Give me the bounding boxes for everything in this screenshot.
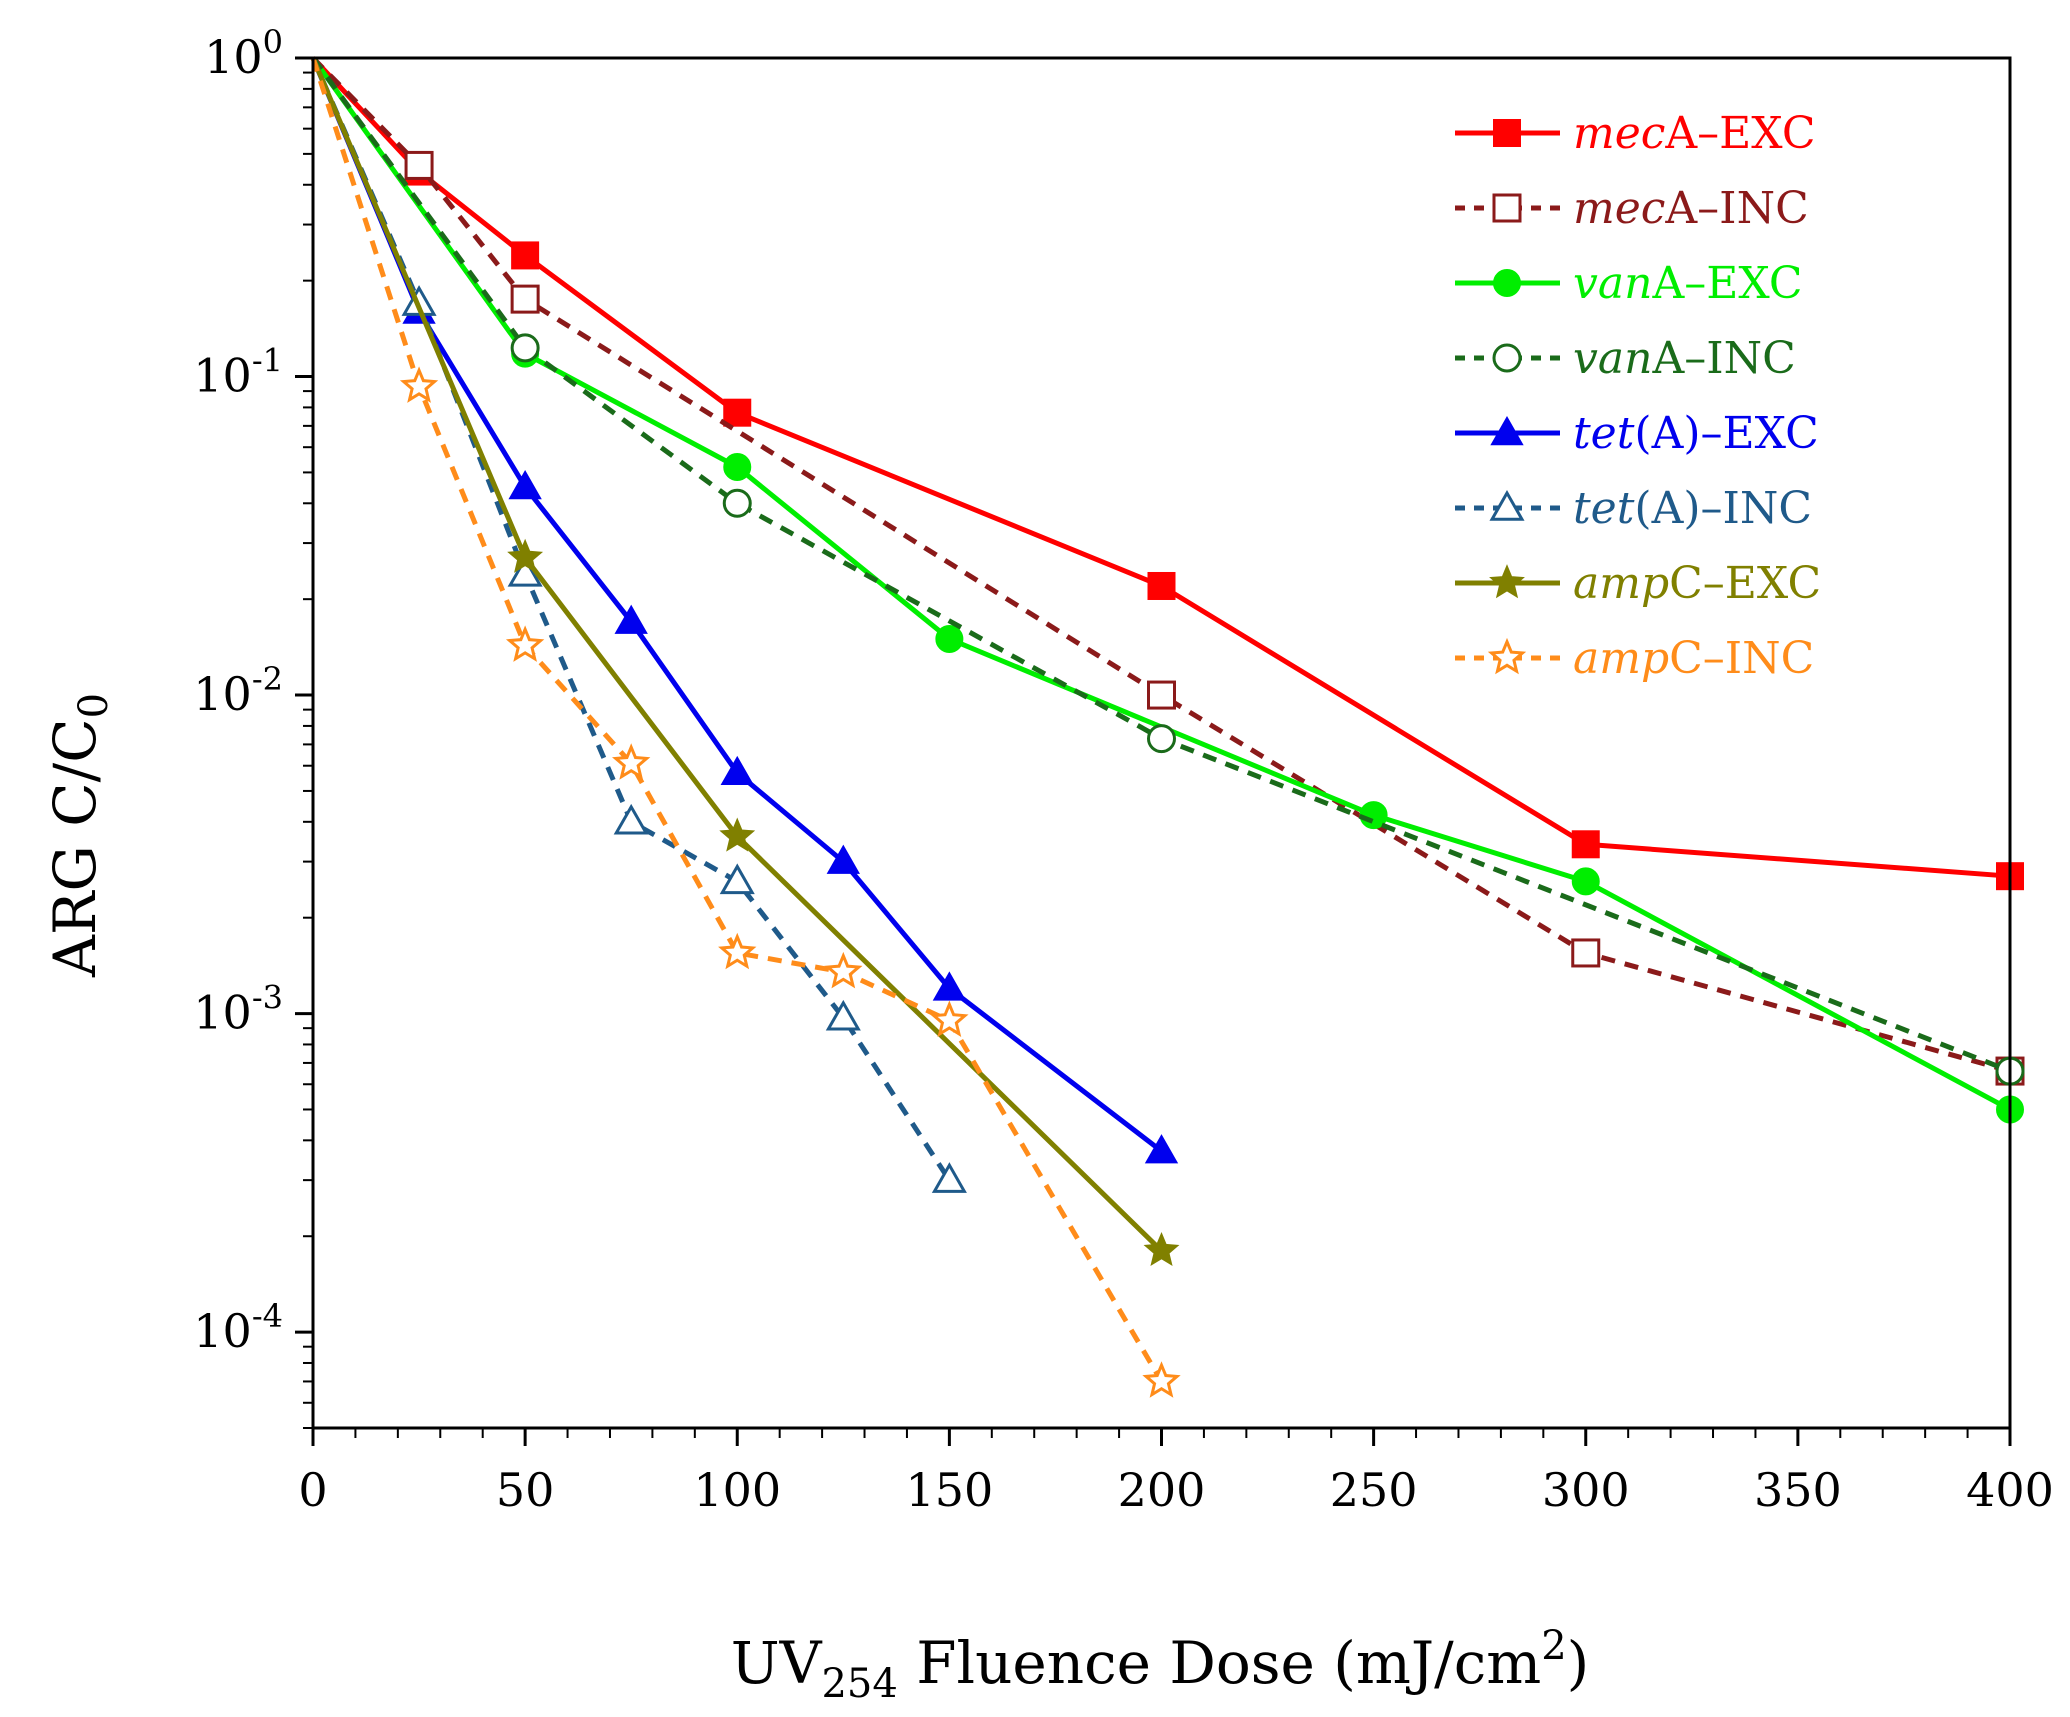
y-tick-label: 10-4 — [193, 1297, 283, 1358]
x-tick-label: 350 — [1754, 1463, 1842, 1517]
y-axis-title: ARG C/C0 — [41, 693, 117, 978]
data-point — [720, 755, 754, 786]
legend-label: ampC–INC — [1573, 633, 1814, 684]
legend-marker — [1489, 564, 1525, 599]
x-tick-label: 50 — [496, 1463, 555, 1517]
data-point — [507, 538, 544, 573]
legend-item: vanA–INC — [1455, 333, 1796, 384]
data-point — [1147, 680, 1176, 710]
data-point — [931, 1162, 967, 1193]
legend-item: tet(A)–INC — [1455, 483, 1812, 534]
legend-item: mecA–INC — [1455, 183, 1809, 234]
data-point — [825, 999, 861, 1031]
series-line — [311, 56, 2011, 879]
legend-marker — [1492, 343, 1522, 373]
axis-ticks: 0 50 100 150 200 250 300 350 400 100 10-1 10-2 10-3 1… — [193, 23, 2054, 1517]
series-line — [310, 57, 1164, 1253]
data-point — [1144, 1134, 1179, 1164]
x-tick-label: 300 — [1542, 1463, 1630, 1517]
legend-marker — [1492, 193, 1522, 223]
x-tick-label: 100 — [693, 1463, 781, 1517]
legend-item: vanA–EXC — [1455, 258, 1803, 309]
data-point — [718, 932, 757, 970]
data-point — [719, 817, 756, 852]
x-tick-label: 250 — [1330, 1463, 1418, 1517]
data-point — [826, 844, 860, 874]
data-point — [723, 398, 752, 427]
y-tick-label: 100 — [204, 23, 283, 84]
data-point — [719, 863, 755, 895]
data-point — [612, 743, 651, 780]
data-point — [511, 241, 540, 270]
data-point — [510, 333, 540, 363]
legend-marker — [1493, 119, 1521, 147]
legend-item: ampC–EXC — [1455, 558, 1821, 609]
data-point — [1571, 830, 1600, 859]
y-tick-label: 10-2 — [193, 660, 283, 721]
data-point — [722, 488, 752, 518]
legend-label: vanA–INC — [1573, 333, 1796, 384]
series-ampC-EXC — [310, 57, 1180, 1267]
legend-item: tet(A)–EXC — [1455, 408, 1819, 459]
series-ampC-INC — [310, 57, 1181, 1398]
legend-label: tet(A)–EXC — [1573, 408, 1819, 459]
series-tet(A)-EXC — [310, 57, 1179, 1164]
data-point — [1571, 938, 1601, 968]
data-point — [930, 1000, 969, 1037]
legend-marker — [1490, 416, 1524, 446]
legend-item: ampC–INC — [1455, 633, 1814, 684]
legend-label: vanA–EXC — [1573, 258, 1803, 309]
data-point — [1147, 724, 1176, 754]
data-point — [932, 971, 967, 1001]
series-layer — [310, 56, 2025, 1398]
x-tick-label: 150 — [905, 1463, 993, 1517]
series-line — [311, 56, 2011, 1074]
y-tick-label: 10-3 — [193, 979, 283, 1040]
x-tick-label: 200 — [1118, 1463, 1206, 1517]
data-point — [1147, 571, 1176, 600]
data-point — [723, 452, 752, 481]
data-point — [613, 803, 649, 835]
data-point — [1143, 1231, 1180, 1267]
y-tick-label: 10-1 — [193, 342, 283, 403]
x-tick-label: 400 — [1966, 1463, 2054, 1517]
legend-label: mecA–INC — [1573, 183, 1809, 234]
data-point — [404, 150, 434, 180]
data-point — [824, 951, 863, 989]
data-point — [1571, 867, 1600, 896]
legend: mecA–EXC mecA–INC vanA–EXC vanA–INC tet(A)–E… — [1455, 108, 1821, 684]
legend-label: tet(A)–INC — [1573, 483, 1812, 534]
x-tick-label: 0 — [298, 1463, 327, 1517]
data-point — [935, 624, 964, 653]
legend-marker — [1489, 490, 1525, 521]
legend-label: mecA–EXC — [1573, 108, 1816, 159]
legend-marker — [1487, 637, 1527, 675]
data-point — [399, 366, 439, 403]
legend-marker — [1493, 269, 1521, 297]
data-point — [614, 604, 648, 634]
legend-label: ampC–EXC — [1573, 558, 1821, 609]
data-point — [401, 285, 437, 316]
data-point — [510, 284, 540, 314]
series-line — [310, 57, 1164, 1383]
data-point — [507, 555, 543, 587]
x-axis-title: UV254 Fluence Dose (mJ/cm2) — [731, 1623, 1590, 1707]
series-line — [310, 57, 1164, 1154]
data-point — [505, 625, 545, 662]
data-point — [1142, 1361, 1181, 1398]
data-point — [508, 470, 542, 500]
legend-item: mecA–EXC — [1455, 108, 1816, 159]
